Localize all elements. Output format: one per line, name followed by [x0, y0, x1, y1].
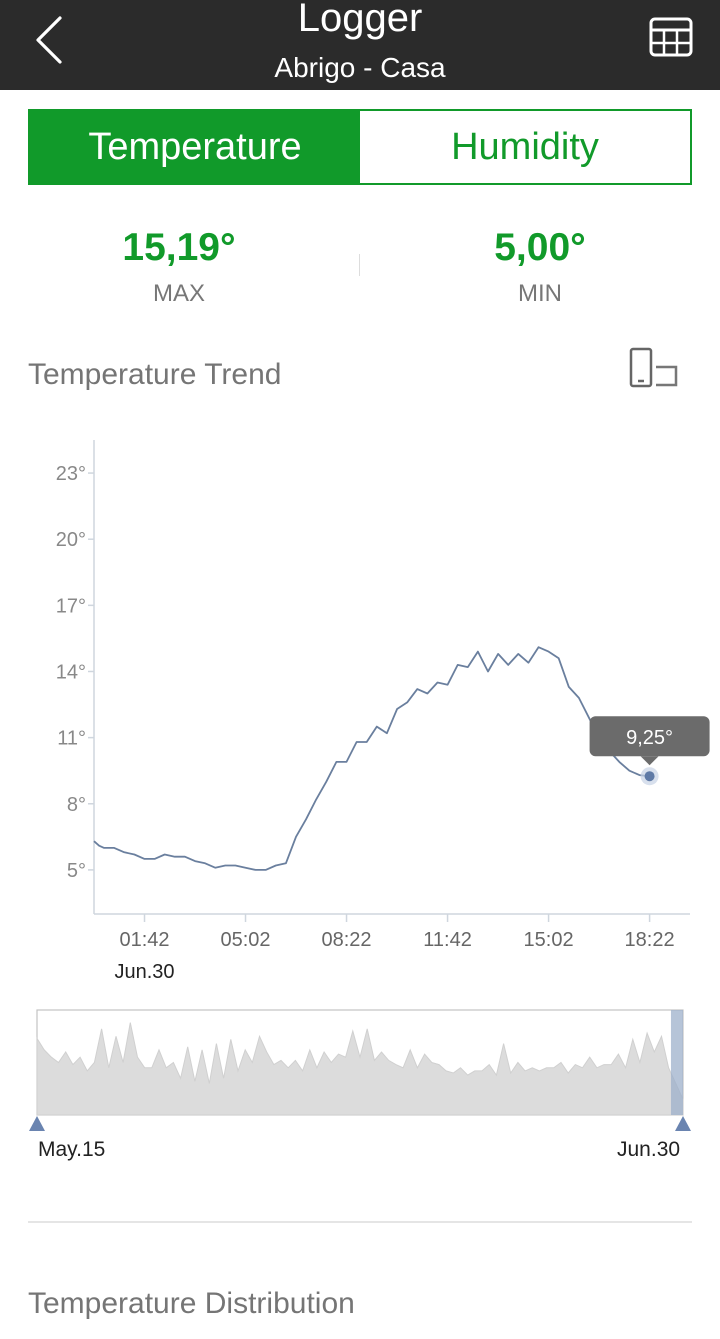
y-tick-label: 23° — [56, 463, 86, 485]
y-tick-label: 14° — [56, 661, 86, 683]
distribution-title: Temperature Distribution — [28, 1287, 355, 1320]
back-button[interactable] — [22, 12, 78, 68]
x-tick-label: 08:22 — [322, 929, 372, 951]
stat-divider — [359, 254, 360, 276]
tooltip-box — [589, 716, 710, 757]
x-tick-label: 05:02 — [220, 929, 270, 951]
x-tick-label: 15:02 — [524, 929, 574, 951]
table-view-button[interactable] — [646, 14, 696, 62]
page-subtitle: Abrigo - Casa — [274, 52, 446, 83]
x-tick-label: 18:22 — [625, 929, 675, 951]
tooltip-point — [644, 771, 655, 782]
range-navigator-chart[interactable] — [0, 1000, 720, 1140]
x-tick-label: 11:42 — [423, 929, 472, 951]
y-tick-label: 11° — [57, 728, 86, 750]
y-tick-label: 17° — [56, 595, 86, 617]
tab-temperature[interactable]: Temperature — [30, 111, 360, 183]
y-tick-label: 20° — [56, 529, 86, 551]
y-tick-label: 8° — [67, 794, 86, 816]
temperature-trend-chart[interactable]: 5° 8° 11° 14° 17° 20° 23° 01:42 05:02 08:22 11:42 1… — [0, 420, 720, 1000]
max-stat: 15,19° MAX — [29, 226, 329, 308]
max-label: MAX — [152, 280, 205, 307]
min-value: 5,00° — [494, 226, 586, 269]
navigator-selection — [670, 1010, 683, 1115]
table-grid-icon — [649, 17, 693, 57]
tooltip-pointer — [640, 756, 659, 766]
navigator-end-handle — [675, 1116, 691, 1131]
chevron-left-icon — [36, 16, 62, 64]
navigator-area — [36, 1022, 684, 1116]
tab-humidity[interactable]: Humidity — [360, 111, 690, 183]
rotate-screen-icon — [629, 347, 678, 388]
temperature-series-line — [93, 646, 650, 871]
trend-title: Temperature Trend — [28, 358, 282, 391]
tooltip-label: 9,25° — [626, 727, 673, 749]
navigator-start-label: May.15 — [38, 1138, 106, 1161]
section-divider — [28, 1221, 692, 1223]
min-stat: 5,00° MIN — [390, 226, 690, 308]
navigator-start-handle — [29, 1116, 45, 1131]
navigator-end-label: Jun.30 — [617, 1138, 681, 1161]
metric-tabs: Temperature Humidity — [28, 109, 692, 185]
rotate-screen-button[interactable] — [626, 346, 682, 392]
app-header: Logger Abrigo - Casa — [0, 0, 720, 90]
page-title: Logger — [297, 0, 423, 40]
x-tick-label: 01:42 — [119, 929, 169, 951]
x-date-label: Jun.30 — [114, 961, 174, 983]
max-value: 15,19° — [122, 226, 236, 269]
min-label: MIN — [518, 280, 562, 307]
y-tick-label: 5° — [67, 860, 86, 882]
